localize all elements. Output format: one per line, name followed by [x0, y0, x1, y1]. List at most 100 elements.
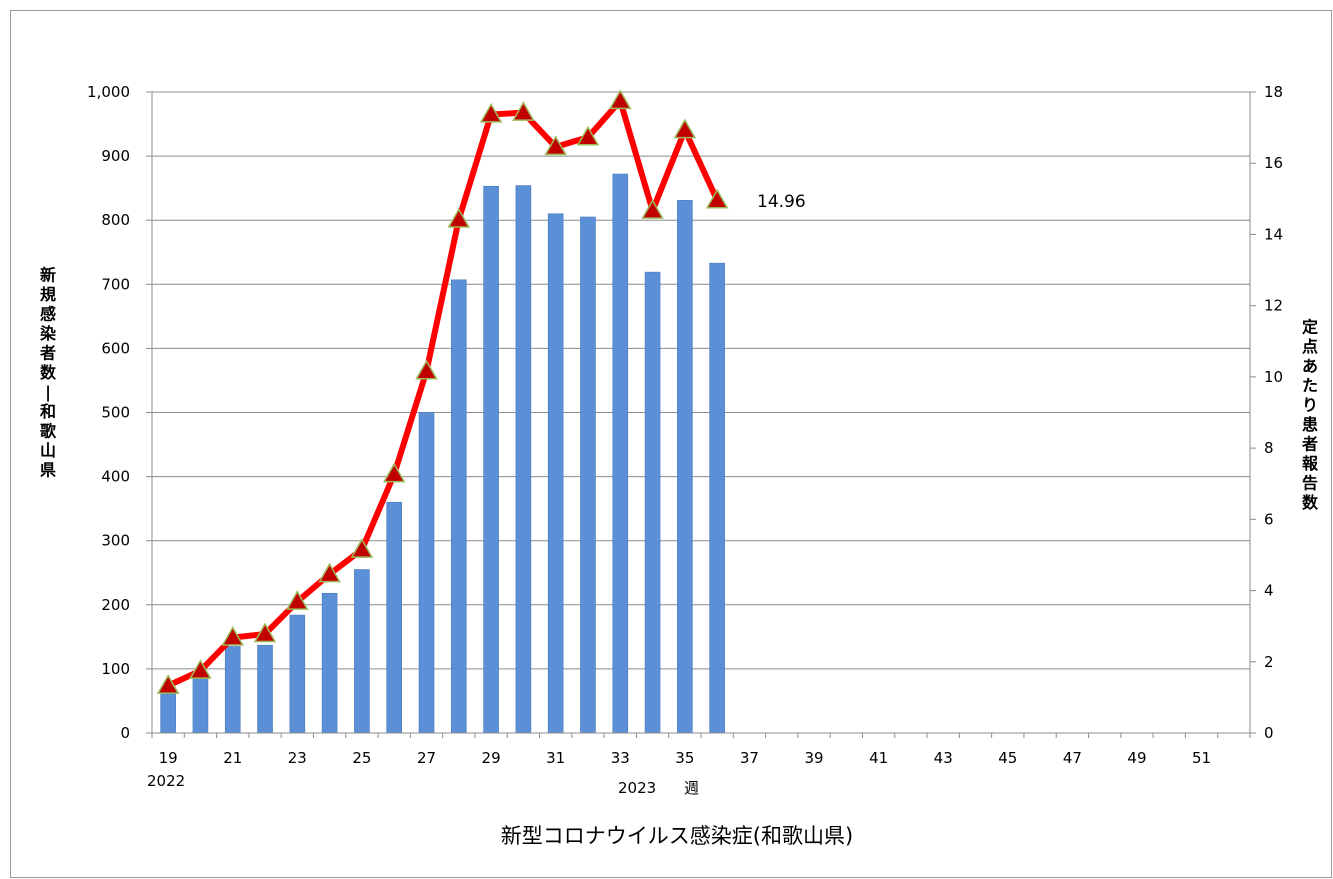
axis-title-char: 患	[1302, 415, 1318, 434]
x-tick-label: 51	[1192, 749, 1211, 767]
y-left-tick-label: 100	[101, 660, 130, 678]
axis-title-char: 者	[1301, 434, 1318, 453]
y-left-tick-label: 200	[101, 596, 130, 614]
line-marker	[673, 118, 697, 139]
line-marker	[189, 659, 212, 679]
x-tick-label: 41	[869, 749, 888, 767]
x-tick-label: 43	[934, 749, 953, 767]
x-tick-label: 49	[1127, 749, 1146, 767]
x-tick-label: 19	[159, 749, 178, 767]
axis-title-char: 数	[1302, 493, 1319, 512]
axes	[146, 91, 1256, 738]
bar	[483, 185, 499, 734]
line-marker	[641, 199, 664, 219]
bar	[418, 412, 435, 734]
axis-title-char: 県	[40, 461, 56, 480]
axis-title-char: 規	[40, 285, 56, 304]
line-marker	[156, 674, 180, 694]
bar	[224, 646, 241, 734]
bar	[612, 173, 629, 734]
line-marker	[544, 135, 567, 156]
x-tick-label: 39	[804, 749, 823, 767]
x-tick-label: 35	[675, 749, 694, 767]
year-mid-label: 2023	[618, 779, 656, 797]
line-marker	[350, 538, 374, 558]
x-tick-label: 29	[482, 749, 501, 767]
y-right-tick-label: 12	[1264, 297, 1283, 315]
axis-title-char: |	[45, 383, 51, 403]
axis-title-char: 山	[40, 441, 56, 460]
bar	[160, 691, 176, 734]
bar	[192, 678, 209, 734]
bar	[450, 279, 467, 734]
axis-title-char: 感	[40, 305, 56, 324]
chart-title: 新型コロナウイルス感染症(和歌山県)	[501, 824, 853, 848]
year-start-label: 2022	[147, 772, 185, 790]
x-tick-label: 21	[223, 749, 242, 767]
line-marker	[479, 102, 503, 123]
axis-title-char: 告	[1302, 473, 1318, 492]
x-tick-label: 23	[288, 749, 307, 767]
y-left-tick-label: 800	[101, 211, 130, 229]
line-marker	[447, 207, 471, 228]
line-marker	[415, 359, 438, 380]
bar	[547, 213, 564, 734]
y-left-tick-label: 700	[101, 275, 130, 293]
grid-lines	[152, 91, 1250, 734]
line-marker	[382, 462, 406, 483]
y-right-tick-label: 8	[1264, 439, 1274, 457]
y-right-tick-label: 6	[1264, 510, 1274, 528]
line-marker	[253, 622, 277, 643]
x-tick-label: 47	[1063, 749, 1082, 767]
line-marker	[286, 590, 309, 610]
axis-title-char: 染	[39, 324, 57, 343]
bar	[515, 185, 532, 734]
y-right-tick-label: 2	[1264, 653, 1274, 671]
x-tick-label: 33	[611, 749, 630, 767]
x-tick-label: 37	[740, 749, 759, 767]
axis-title-char: た	[1302, 376, 1318, 395]
y-left-tick-label: 300	[101, 532, 130, 550]
axis-title-char: あ	[1302, 356, 1318, 375]
y-left-tick-label: 500	[101, 404, 130, 422]
y-right-tick-label: 18	[1264, 83, 1283, 101]
bar	[386, 501, 403, 734]
bar	[644, 271, 661, 734]
last-value-annotation: 14.96	[757, 192, 806, 212]
y-left-tick-label: 1,000	[87, 83, 130, 101]
bar	[289, 614, 306, 734]
y-right-tick-label: 0	[1264, 724, 1274, 742]
line-marker	[221, 626, 245, 646]
bar	[580, 216, 596, 734]
x-tick-label: 25	[352, 749, 371, 767]
y-left-tick-label: 600	[101, 339, 130, 357]
y-left-tick-label: 0	[120, 724, 130, 742]
axis-title-char: 和	[40, 402, 56, 421]
axis-title-char: 歌	[40, 422, 57, 441]
line-path	[165, 97, 721, 689]
axis-title-char: 数	[40, 363, 57, 382]
y-right-tick-label: 4	[1264, 582, 1274, 600]
axis-title-char: 新	[40, 266, 56, 285]
y-right-tick-label: 14	[1264, 225, 1283, 243]
x-tick-label: 31	[546, 749, 565, 767]
line-marker	[318, 562, 341, 583]
line-marker	[705, 188, 729, 209]
x-axis-title: 週	[684, 779, 699, 797]
axis-title-char: り	[1302, 395, 1318, 414]
y-right-tick-label: 16	[1264, 154, 1283, 172]
axis-title-char: 報	[1302, 454, 1319, 473]
line-marker	[512, 101, 535, 121]
axis-title-char: 点	[1302, 337, 1318, 356]
bar	[354, 569, 370, 734]
axis-title-char: 定	[1301, 317, 1318, 336]
bar	[709, 262, 725, 734]
line-marker	[576, 125, 600, 146]
bar	[677, 200, 693, 734]
line-markers	[156, 89, 729, 694]
y-left-tick-label: 400	[101, 468, 130, 486]
bar-series	[160, 173, 725, 734]
